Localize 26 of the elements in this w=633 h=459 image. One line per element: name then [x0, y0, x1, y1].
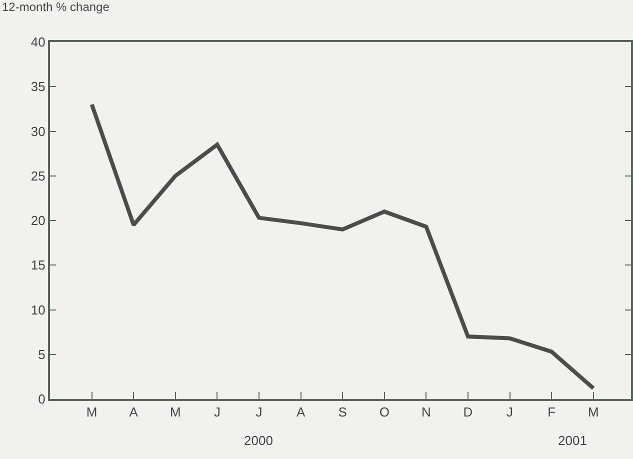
y-tick-label: 5: [38, 346, 46, 362]
y-tick-label: 30: [30, 124, 46, 139]
y-tick-label: 40: [30, 34, 46, 50]
x-tick-label: M: [588, 404, 599, 420]
y-tick-label: 20: [30, 213, 46, 228]
y-tick-label: 35: [30, 79, 46, 94]
x-tick-label: F: [548, 404, 556, 420]
text: 2000: [244, 433, 273, 448]
y-tick-label: 0: [38, 392, 46, 407]
x-tick-label: O: [379, 404, 390, 420]
x-tick-label: A: [129, 404, 138, 420]
y-axis-title: 12-month % change: [2, 0, 110, 14]
x-tick-label: N: [421, 404, 431, 420]
text: 2001: [558, 433, 587, 448]
x-tick-label: J: [256, 404, 262, 420]
x-tick-label: D: [463, 404, 473, 420]
x-tick-label: A: [296, 404, 306, 420]
y-tick-label: 15: [30, 258, 46, 273]
x-tick-label: M: [170, 404, 181, 420]
x-tick-label: S: [338, 404, 348, 420]
x-tick-label: J: [214, 404, 220, 420]
line-series: [90, 102, 596, 390]
x-tick-label: J: [506, 404, 514, 420]
y-tick-label: 10: [30, 302, 46, 318]
y-tick-label: 25: [30, 168, 46, 184]
x-tick-label: M: [86, 404, 98, 420]
